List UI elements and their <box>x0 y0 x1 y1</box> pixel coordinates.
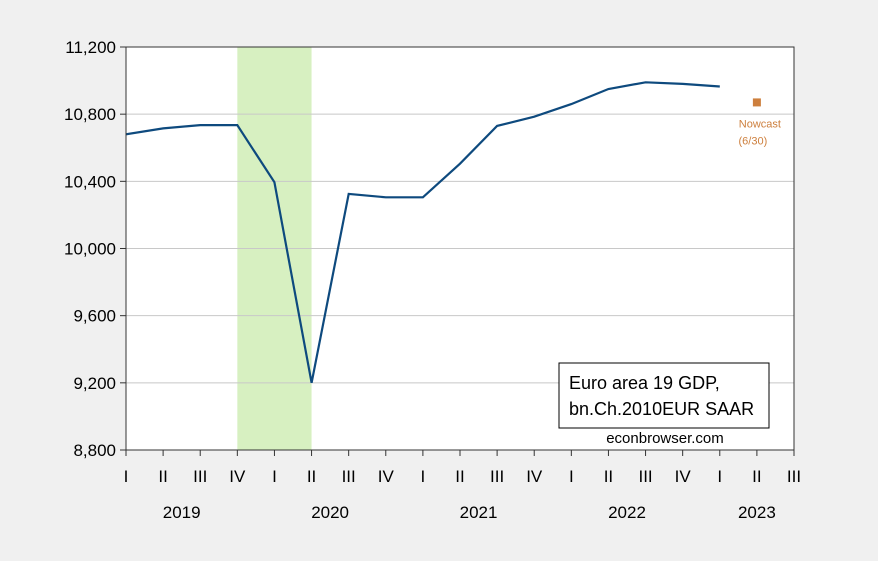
nowcast-date-label: (6/30) <box>739 135 768 147</box>
x-tick-label: I <box>421 467 426 486</box>
plot-frame <box>125 46 795 451</box>
x-tick-label: I <box>272 467 277 486</box>
x-tick-label: II <box>604 467 613 486</box>
x-tick-label: II <box>307 467 316 486</box>
x-tick-label: III <box>787 467 801 486</box>
y-tick-label: 9,200 <box>73 374 116 393</box>
year-label: 2021 <box>460 503 498 522</box>
x-tick-label: II <box>752 467 761 486</box>
y-tick-label: 9,600 <box>73 307 116 326</box>
x-axis: I II III IV I II III IV I II III IV I II III IV I II III20… <box>124 450 801 522</box>
y-tick-label: 10,000 <box>64 240 116 259</box>
legend-line-1: Euro area 19 GDP, <box>569 373 720 393</box>
x-tick-label: III <box>193 467 207 486</box>
y-tick-label: 10,400 <box>64 172 116 191</box>
x-tick-label: IV <box>378 467 395 486</box>
y-axis: 8,800 9,200 9,600 10,000 10,400 10,800 11,200 <box>64 38 126 460</box>
year-label: 2019 <box>163 503 201 522</box>
x-tick-label: I <box>717 467 722 486</box>
legend-line-2: bn.Ch.2010EUR SAAR <box>569 399 754 419</box>
x-tick-label: II <box>455 467 464 486</box>
y-tick-label: 10,800 <box>64 105 116 124</box>
x-tick-label: IV <box>526 467 543 486</box>
year-label: 2023 <box>738 503 776 522</box>
nowcast-point <box>752 98 761 107</box>
x-tick-label: II <box>158 467 167 486</box>
year-label: 2022 <box>608 503 646 522</box>
nowcast-label: Nowcast <box>739 118 781 130</box>
y-tick-label: 8,800 <box>73 441 116 460</box>
x-tick-label: III <box>638 467 652 486</box>
x-tick-label: I <box>569 467 574 486</box>
x-tick-label: I <box>124 467 129 486</box>
gridlines <box>126 113 794 384</box>
x-tick-label: IV <box>229 467 246 486</box>
x-tick-label: IV <box>675 467 692 486</box>
gdp-series-line <box>125 81 720 384</box>
x-tick-label: III <box>342 467 356 486</box>
y-tick-label: 11,200 <box>65 38 116 57</box>
legend-box: Euro area 19 GDP, bn.Ch.2010EUR SAAR <box>558 362 770 429</box>
year-label: 2020 <box>311 503 349 522</box>
source-credit: econbrowser.com <box>606 430 724 447</box>
x-tick-label: III <box>490 467 504 486</box>
